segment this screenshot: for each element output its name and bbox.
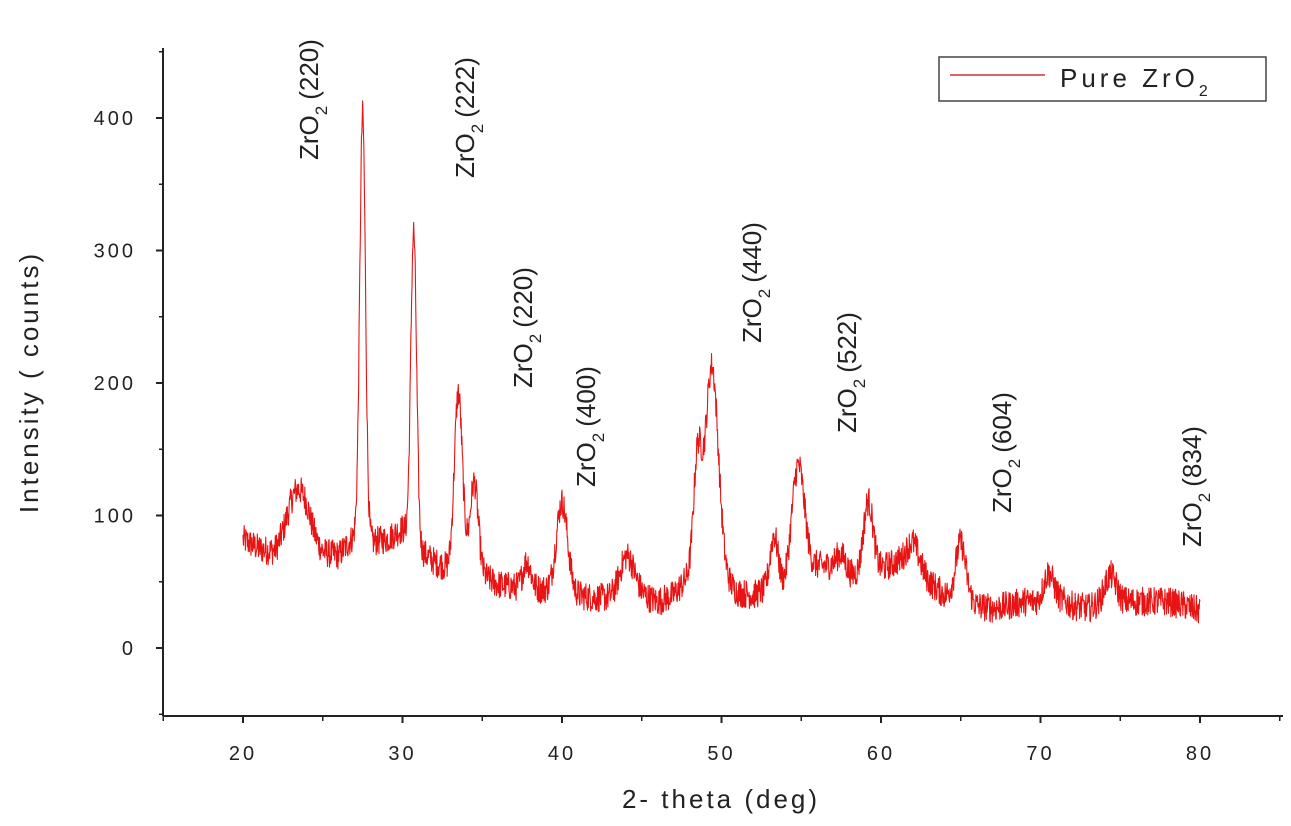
peak-labels: ZrO2(220) ZrO2(222) ZrO2(220) ZrO2(400) … <box>294 39 1214 547</box>
series-line-pure-zro2 <box>242 100 1201 624</box>
plot-axes <box>162 48 1283 717</box>
peak-label: ZrO2(834) <box>1177 426 1214 547</box>
series-layer <box>242 100 1201 624</box>
x-tick-label: 50 <box>707 743 735 765</box>
peak-label: ZrO2(522) <box>832 312 869 433</box>
x-tick-label: 20 <box>229 743 257 765</box>
legend-box <box>938 56 1267 102</box>
peak-label: ZrO2(400) <box>571 366 608 487</box>
x-axis-title: 2- theta (deg) <box>622 784 820 814</box>
x-tick-label: 70 <box>1026 743 1054 765</box>
peak-label: ZrO2(604) <box>987 392 1024 513</box>
x-axis-ticks: 20 30 40 50 60 70 80 <box>162 716 1281 765</box>
y-tick-label: 100 <box>94 506 136 528</box>
x-tick-label: 30 <box>388 743 416 765</box>
x-tick-label: 40 <box>548 743 576 765</box>
legend: Pure ZrO2 <box>938 56 1267 102</box>
y-tick-label: 300 <box>94 241 136 263</box>
y-tick-label: 200 <box>94 373 136 395</box>
peak-label: ZrO2(222) <box>450 57 487 178</box>
y-axis-title: Intensity ( counts) <box>14 251 44 513</box>
x-tick-label: 60 <box>867 743 895 765</box>
x-tick-label: 80 <box>1186 743 1214 765</box>
y-tick-label: 400 <box>94 108 136 130</box>
legend-entry-pure-zro2: Pure ZrO2 <box>1060 63 1212 100</box>
peak-label: ZrO2(440) <box>737 222 774 343</box>
y-axis-ticks: 0 100 200 300 400 <box>94 51 163 715</box>
peak-label: ZrO2(220) <box>508 267 545 388</box>
y-tick-label: 0 <box>122 638 136 660</box>
peak-label: ZrO2(220) <box>294 39 331 160</box>
